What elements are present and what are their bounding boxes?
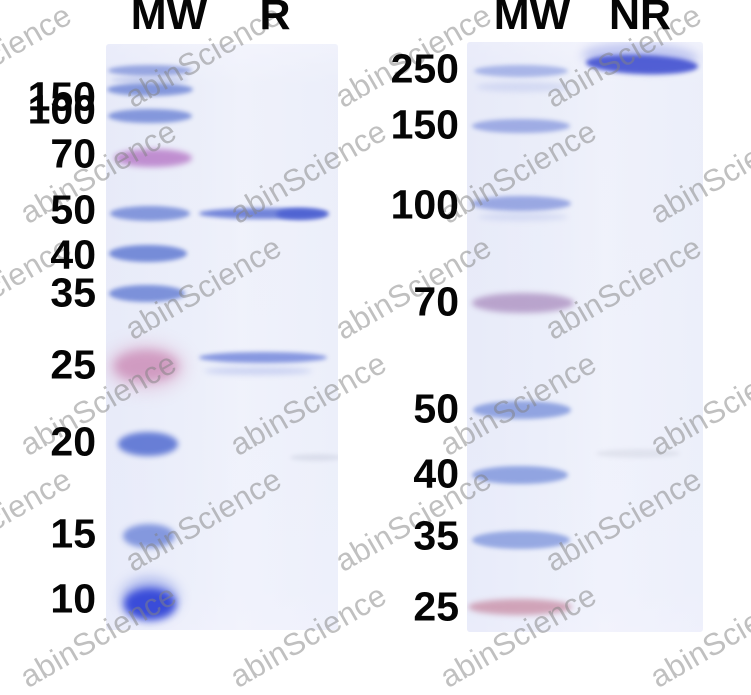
mw-ladder-band	[468, 599, 572, 615]
marker-label-100: 100	[27, 86, 96, 133]
sample-protein-band	[199, 351, 327, 363]
marker-label-40: 40	[50, 231, 96, 278]
marker-label-50: 50	[413, 385, 459, 432]
marker-label-15: 15	[50, 510, 96, 557]
mw-ladder-band	[476, 82, 570, 92]
mw-ladder-band	[473, 401, 571, 419]
marker-label-35: 35	[50, 269, 96, 316]
sample-protein-band	[290, 453, 338, 461]
left-gel-reduced	[106, 44, 338, 630]
mw-ladder-band	[123, 524, 175, 548]
marker-label-20: 20	[50, 418, 96, 465]
mw-ladder-band	[114, 149, 192, 167]
marker-label-25: 25	[413, 583, 459, 630]
mw-ladder-band	[108, 109, 192, 123]
marker-label-100: 100	[390, 181, 459, 228]
lane-header-mw: MW	[130, 0, 208, 39]
mw-ladder-band	[109, 284, 185, 302]
mw-ladder-band	[107, 82, 193, 96]
lane-header-mw: MW	[493, 0, 571, 39]
marker-label-35: 35	[413, 512, 459, 559]
mw-ladder-band	[472, 531, 570, 549]
mw-ladder-band	[124, 588, 176, 620]
marker-label-40: 40	[413, 450, 459, 497]
mw-ladder-band	[111, 77, 189, 83]
mw-ladder-band	[472, 119, 570, 133]
marker-label-150: 150	[390, 101, 459, 148]
marker-label-25: 25	[50, 341, 96, 388]
marker-label-50: 50	[50, 186, 96, 233]
mw-ladder-band	[471, 195, 571, 211]
mw-ladder-band	[472, 293, 574, 313]
lane-header-r: R	[259, 0, 291, 39]
mw-ladder-band	[474, 65, 568, 77]
marker-label-70: 70	[413, 278, 459, 325]
marker-label-70: 70	[50, 130, 96, 177]
mw-ladder-band	[114, 350, 178, 382]
marker-label-10: 10	[50, 575, 96, 622]
sample-protein-band	[199, 207, 329, 219]
mw-ladder-band	[472, 466, 568, 484]
mw-ladder-band	[108, 64, 192, 76]
mw-ladder-band	[478, 213, 568, 221]
sample-protein-band	[204, 367, 312, 375]
right-gel-non-reduced	[467, 42, 703, 632]
mw-ladder-band	[110, 205, 190, 221]
mw-ladder-band	[118, 432, 178, 456]
marker-label-250: 250	[390, 45, 459, 92]
marker-label-150: 150	[27, 73, 96, 120]
lane-header-nr: NR	[608, 0, 672, 39]
sample-protein-band	[596, 448, 680, 458]
sample-protein-band	[276, 208, 328, 220]
mw-ladder-band	[109, 244, 187, 262]
